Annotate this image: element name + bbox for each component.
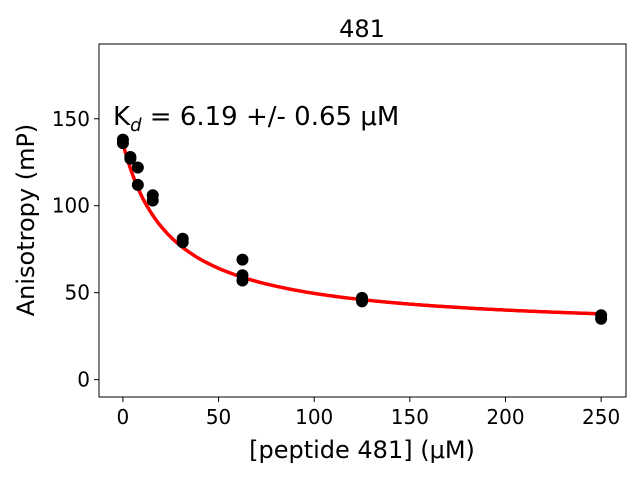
y-tick-label: 0 — [77, 368, 90, 392]
data-point — [236, 274, 249, 287]
data-point — [236, 253, 249, 266]
y-tick-label: 150 — [52, 107, 90, 131]
data-point — [116, 137, 129, 150]
data-point — [146, 194, 159, 207]
axes-frame — [98, 43, 627, 398]
x-axis-label: [peptide 481] (μM) — [249, 436, 475, 464]
data-point — [131, 161, 144, 174]
kd-sub: d — [130, 115, 142, 136]
kd-prefix: K — [113, 102, 131, 132]
y-tick-label: 50 — [65, 281, 90, 305]
x-tick-label: 150 — [391, 405, 429, 429]
y-tick-label: 100 — [52, 194, 90, 218]
x-tick-label: 100 — [295, 405, 333, 429]
data-point — [124, 152, 137, 165]
data-point — [176, 236, 189, 249]
plot-area — [116, 133, 608, 325]
data-point — [131, 178, 144, 191]
x-tick-label: 200 — [486, 405, 524, 429]
annotation-kd: Kd = 6.19 +/- 0.65 μM — [113, 102, 399, 136]
data-point — [356, 295, 369, 308]
data-point — [595, 312, 608, 325]
x-tick-label: 0 — [117, 405, 130, 429]
x-tick-label: 50 — [206, 405, 231, 429]
y-axis-label: Anisotropy (mP) — [12, 124, 40, 317]
chart-title: 481 — [339, 15, 385, 43]
x-tick-label: 250 — [582, 405, 620, 429]
fit-curve — [121, 142, 602, 316]
kd-text: = 6.19 +/- 0.65 μM — [142, 102, 400, 132]
